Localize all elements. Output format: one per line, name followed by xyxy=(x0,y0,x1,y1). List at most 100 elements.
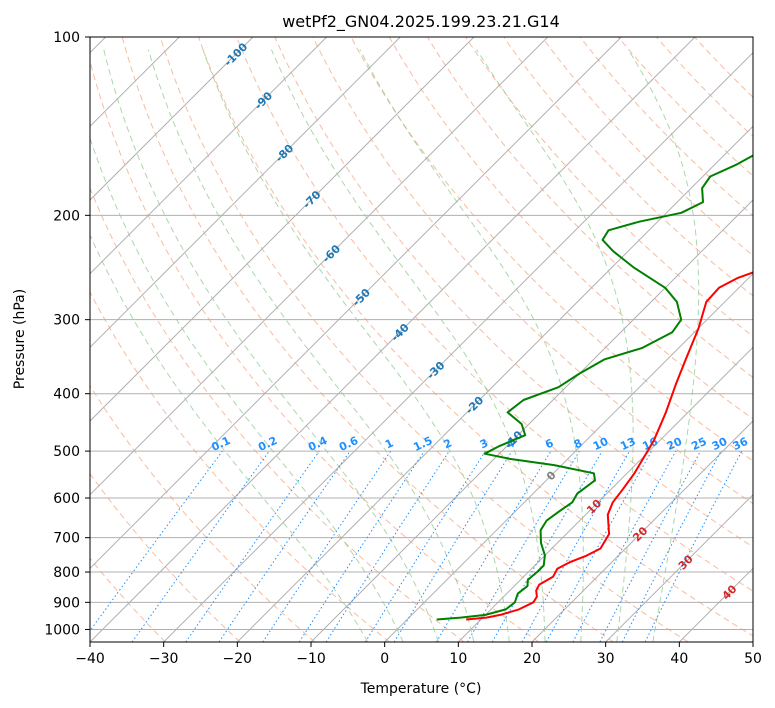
mixing-ratio-label: 2 xyxy=(442,436,454,451)
dewpoint-profile-line xyxy=(436,154,753,621)
moist-adiabat xyxy=(476,49,634,642)
mixing-ratio-line xyxy=(364,450,486,642)
y-tick-label: 100 xyxy=(53,30,80,46)
mixing-ratio-line xyxy=(262,450,392,642)
x-tick-label: 10 xyxy=(449,651,467,667)
isotherm-label: -80 xyxy=(273,142,296,165)
moist-adiabat xyxy=(147,49,475,642)
isotherm-gridline xyxy=(531,420,753,642)
mixing-ratio-line xyxy=(545,450,653,642)
dry-adiabat xyxy=(198,37,753,637)
dry-adiabat xyxy=(90,186,465,642)
isotherm-gridline xyxy=(752,641,753,642)
dry-adiabat xyxy=(617,37,753,177)
dry-adiabat xyxy=(121,37,614,642)
mixing-ratio-label: 20 xyxy=(665,435,685,453)
x-tick-label: −10 xyxy=(296,651,326,667)
isotherm-gridline xyxy=(90,37,254,201)
mixing-ratio-label: 13 xyxy=(618,435,637,453)
dry-adiabat xyxy=(236,37,753,592)
isotherm-gridline xyxy=(90,37,622,570)
y-tick-label: 400 xyxy=(53,387,80,403)
isotherm-gridline xyxy=(90,37,696,642)
isotherm-gridline xyxy=(384,272,753,642)
y-tick-label: 800 xyxy=(53,565,80,581)
y-tick-label: 200 xyxy=(53,208,80,224)
mixing-ratio-line xyxy=(218,450,351,642)
isotherm-gridline xyxy=(90,37,328,275)
y-tick-label: 1000 xyxy=(44,622,80,638)
chart-title: wetPf2_GN04.2025.199.23.21.G14 xyxy=(282,12,560,32)
dry-adiabat xyxy=(312,37,753,505)
mixing-ratio-line xyxy=(644,450,743,642)
x-tick-label: −40 xyxy=(75,651,105,667)
y-tick-label: 900 xyxy=(53,595,80,611)
plot-area: 0.1 0.2 0.4 0.6 1 1.5 2 3 4 6 8 10 13 16 20 25 30 36-100-… xyxy=(90,37,753,642)
y-tick-label: 300 xyxy=(53,313,80,329)
moist-adiabat xyxy=(270,49,546,642)
x-tick-label: 50 xyxy=(744,651,762,667)
dry-adiabat xyxy=(426,37,753,378)
dry-adiabat xyxy=(90,384,316,642)
mixing-ratio-line xyxy=(131,450,270,642)
isotherm-gridline xyxy=(90,37,475,422)
dry-adiabat xyxy=(159,37,689,642)
dry-adiabat xyxy=(656,37,753,138)
isotherm-gridline xyxy=(90,37,401,349)
dry-adiabat xyxy=(465,37,753,337)
dry-adiabat xyxy=(90,291,390,642)
moist-adiabat xyxy=(90,233,369,642)
y-axis-label: Pressure (hPa) xyxy=(12,289,28,389)
moist-adiabat xyxy=(627,49,700,642)
x-axis: −40 −30 −20 −10 0 10 20 30 40 50 xyxy=(75,642,762,667)
x-tick-label: −30 xyxy=(149,651,179,667)
isotherm-label: 10 xyxy=(584,497,604,517)
y-tick-label: 600 xyxy=(53,491,80,507)
dry-adiabat xyxy=(694,37,753,98)
x-tick-label: 0 xyxy=(380,651,389,667)
x-tick-label: 20 xyxy=(523,651,541,667)
dry-adiabat xyxy=(388,37,753,420)
plot-frame xyxy=(89,36,754,643)
moist-adiabat xyxy=(359,49,584,642)
mixing-ratio-label: 25 xyxy=(689,435,708,453)
mixing-ratio-line xyxy=(621,450,722,642)
mixing-ratio-line xyxy=(185,450,320,642)
mixing-ratio-label: 30 xyxy=(710,435,730,453)
mixing-ratio-label: 6 xyxy=(543,436,556,451)
mixing-ratio-line xyxy=(572,450,677,642)
y-tick-label: 700 xyxy=(53,531,80,547)
mixing-ratio-line xyxy=(298,450,425,642)
sounding-profiles xyxy=(436,154,753,621)
isotherm-label: -90 xyxy=(252,89,275,112)
x-tick-label: −20 xyxy=(223,651,253,667)
dry-adiabat xyxy=(503,37,753,297)
mixing-ratio-line xyxy=(90,450,223,632)
mixing-ratio-label: 16 xyxy=(640,435,660,453)
dry-adiabat xyxy=(274,37,753,548)
mixing-ratio-line xyxy=(599,450,701,642)
y-axis: 100 200 300 400 500 600 700 800 900 1000 xyxy=(44,30,90,638)
dry-adiabat xyxy=(350,37,753,462)
mixing-ratio-label: 3 xyxy=(478,436,490,451)
x-tick-label: 30 xyxy=(597,651,615,667)
mixing-ratio-line xyxy=(393,450,513,642)
isotherm-gridline xyxy=(605,493,753,642)
moist-adiabat xyxy=(90,136,404,642)
temperature-profile-line xyxy=(466,271,753,621)
mixing-ratio-label: 10 xyxy=(591,435,611,453)
dry-adiabat xyxy=(90,59,540,642)
dry-adiabat xyxy=(90,472,241,642)
isotherm-label: -100 xyxy=(222,40,251,69)
mixing-ratio-line xyxy=(325,450,450,642)
isotherm-gridline xyxy=(236,125,753,642)
mixing-ratio-label: 36 xyxy=(731,435,751,453)
x-tick-label: 40 xyxy=(670,651,688,667)
isotherm-gridline xyxy=(90,37,549,496)
isotherm-gridline xyxy=(163,51,753,642)
isotherm-gridline xyxy=(310,199,753,642)
isotherm-gridline xyxy=(457,346,753,642)
moist-adiabat xyxy=(202,49,510,642)
moist-adiabat xyxy=(103,49,439,642)
